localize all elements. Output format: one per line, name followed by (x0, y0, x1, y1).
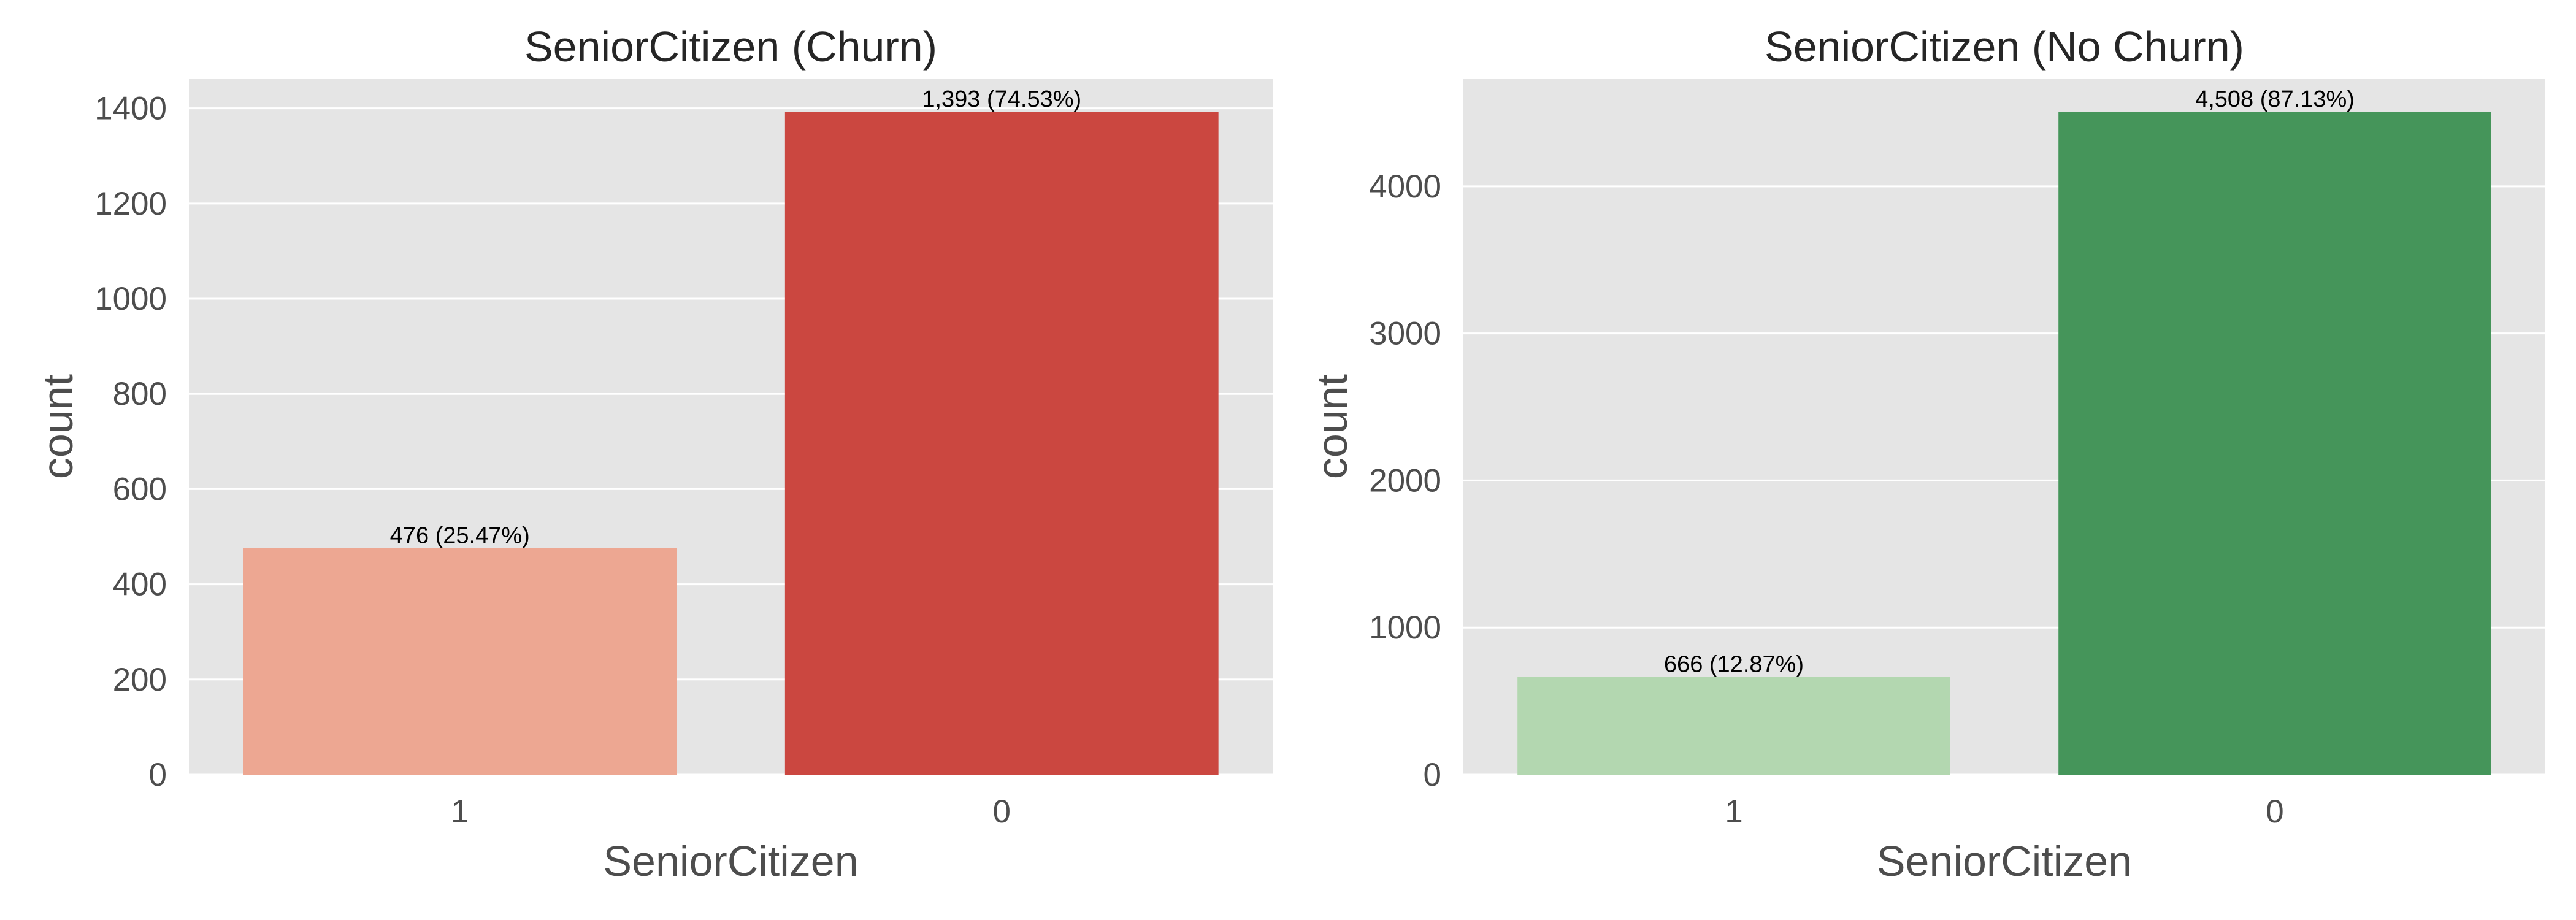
chart-title: SeniorCitizen (Churn) (524, 23, 937, 71)
bar-1 (243, 548, 677, 775)
bar-data-label: 1,393 (74.53%) (922, 86, 1081, 112)
chart-title: SeniorCitizen (No Churn) (1765, 23, 2244, 71)
y-tick-label: 1000 (94, 281, 167, 317)
y-tick-label: 200 (113, 662, 167, 698)
y-tick-label: 600 (113, 471, 167, 507)
x-tick-label: 1 (451, 794, 469, 830)
bar-data-label: 4,508 (87.13%) (2195, 86, 2355, 112)
bar-data-label: 476 (25.47%) (390, 523, 530, 549)
x-tick-label: 1 (1725, 794, 1742, 830)
bar-0 (784, 112, 1219, 775)
bar-0 (2058, 112, 2491, 775)
y-tick-label: 0 (1424, 757, 1441, 793)
y-tick-label: 4000 (1369, 169, 1441, 205)
y-tick-label: 1200 (94, 186, 167, 222)
y-tick-label: 2000 (1369, 462, 1441, 499)
y-tick-label: 1000 (1369, 610, 1441, 646)
y-axis-label: count (34, 374, 82, 479)
bar-data-label: 666 (12.87%) (1664, 651, 1804, 677)
x-axis-label: SeniorCitizen (1877, 837, 2132, 885)
y-tick-label: 3000 (1369, 316, 1441, 352)
y-tick-label: 800 (113, 376, 167, 412)
y-tick-label: 400 (113, 567, 167, 603)
bar-1 (1517, 677, 1950, 775)
y-tick-label: 1400 (94, 91, 167, 127)
chart-panel-1: 0 200 400 600 800 1000 1200 1400 476 (25.47%) 1 1,… (34, 23, 1273, 885)
y-axis-label: count (1308, 374, 1356, 479)
x-tick-label: 0 (993, 794, 1011, 830)
x-axis-label: SeniorCitizen (603, 837, 858, 885)
y-tick-label: 0 (149, 757, 167, 793)
chart-panel-2: 0 1000 2000 3000 4000 666 (12.87%) 1 4,508 (87.… (1308, 23, 2545, 885)
x-tick-label: 0 (2266, 794, 2283, 830)
